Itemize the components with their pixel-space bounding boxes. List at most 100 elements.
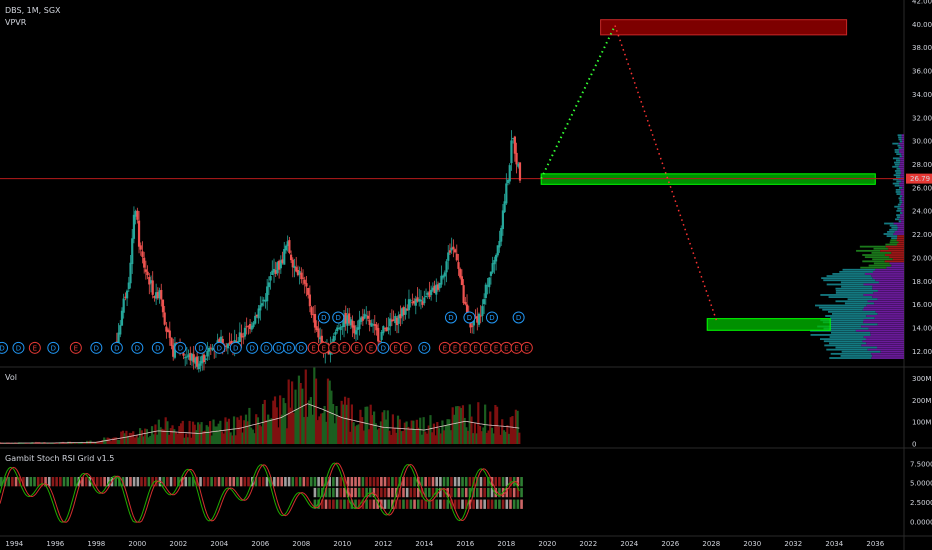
- dividend-marker: [512, 311, 525, 324]
- candle-body: [334, 331, 337, 335]
- oscillator-grid-cell: [383, 487, 387, 498]
- volume-bar: [456, 406, 459, 444]
- vpvr-row-up: [835, 291, 874, 294]
- volume-bar: [296, 409, 299, 444]
- candle-body: [201, 355, 204, 364]
- oscillator-grid-cell: [73, 477, 77, 487]
- candle-body: [474, 317, 477, 319]
- vpvr-row-down: [865, 338, 904, 341]
- candle-body: [382, 326, 385, 334]
- volume-bar: [72, 442, 75, 444]
- volume-bar: [140, 430, 143, 444]
- volume-bar: [150, 426, 154, 444]
- volume-bar: [267, 414, 270, 444]
- volume-bar: [74, 442, 77, 444]
- oscillator-grid-cell: [332, 477, 335, 487]
- oscillator-grid-cell: [188, 477, 191, 487]
- vpvr-row-up: [824, 344, 862, 347]
- vpvr-row-down: [898, 178, 904, 181]
- vpvr-row-down: [901, 153, 904, 156]
- price-tick-label: 38.00: [912, 44, 932, 52]
- volume-bar: [335, 406, 338, 444]
- volume-bar: [425, 433, 429, 444]
- oscillator-grid-cell: [520, 487, 523, 498]
- vpvr-row-down: [900, 209, 904, 212]
- dividend-marker: [229, 341, 242, 354]
- candle-body: [435, 284, 438, 295]
- earnings-marker: [69, 341, 82, 354]
- marker-letter: E: [463, 344, 467, 352]
- vpvr-row-up: [898, 136, 902, 139]
- oscillator-grid-cell: [490, 487, 494, 498]
- candle-body: [211, 348, 214, 351]
- volume-bar: [454, 406, 458, 444]
- volume-bar: [154, 424, 157, 444]
- oscillator-grid-cell: [487, 477, 490, 487]
- time-tick-label: 2028: [702, 540, 720, 548]
- oscillator-grid-cell: [33, 477, 36, 487]
- oscillator-grid-cell: [424, 487, 427, 498]
- oscillator-grid-cell: [405, 499, 409, 509]
- candle-body: [390, 319, 393, 322]
- vpvr-row-up: [893, 174, 901, 177]
- oscillator-grid-cell: [468, 477, 472, 487]
- oscillator-grid-cell: [428, 487, 431, 498]
- oscillator-grid-cell: [328, 499, 331, 509]
- volume-bar: [460, 407, 463, 444]
- candle-body: [250, 325, 253, 330]
- oscillator-grid-cell: [0, 477, 3, 487]
- price-tick-label: 30.00: [912, 138, 932, 146]
- vpvr-row-up: [891, 226, 898, 229]
- volume-bar: [291, 381, 294, 444]
- volume-bar: [159, 427, 162, 444]
- candle-body: [336, 327, 339, 332]
- last-price-badge: [906, 173, 932, 184]
- candle-body: [406, 308, 409, 311]
- candle-body: [279, 260, 282, 269]
- vpvr-row-up: [899, 186, 903, 189]
- volume-bar: [188, 420, 191, 444]
- oscillator-grid-cell: [475, 499, 479, 509]
- marker-letter: E: [494, 344, 498, 352]
- oscillator-grid-cell: [457, 499, 461, 509]
- vpvr-label: VPVR: [5, 18, 27, 27]
- volume-bar: [468, 404, 471, 444]
- oscillator-grid-cell: [261, 477, 265, 487]
- candle-body: [344, 313, 347, 324]
- vpvr-row-up: [835, 287, 873, 290]
- volume-bar: [104, 439, 108, 444]
- oscillator-grid-cell: [365, 487, 368, 498]
- vpvr-row-down: [900, 159, 904, 162]
- volume-bar: [415, 419, 418, 444]
- candle-body: [339, 326, 342, 331]
- vpvr-row-down: [875, 268, 904, 271]
- candle-body: [387, 327, 390, 331]
- volume-bar: [313, 367, 316, 444]
- oscillator-grid-cell: [29, 477, 33, 487]
- oscillator-grid-cell: [166, 477, 169, 487]
- vpvr-row-down: [900, 170, 904, 172]
- vpvr-row-up: [896, 167, 900, 170]
- candle-body: [402, 307, 405, 315]
- vpvr-row-down: [880, 350, 904, 353]
- oscillator-grid-cell: [428, 477, 431, 487]
- volume-bar: [178, 426, 181, 444]
- oscillator-grid-cell: [520, 499, 523, 509]
- oscillator-grid-cell: [357, 477, 361, 487]
- oscillator-grid-cell: [232, 477, 236, 487]
- volume-bar: [179, 423, 183, 444]
- vpvr-row-up: [894, 184, 900, 187]
- oscillator-grid-cell: [346, 487, 350, 498]
- vpvr-row-up: [823, 340, 863, 343]
- price-tick-label: 16.00: [912, 301, 932, 309]
- oscillator-grid-cell: [365, 499, 368, 509]
- volume-bar: [414, 429, 417, 444]
- vpvr-row-up: [892, 165, 899, 168]
- vpvr-row-down: [900, 191, 904, 193]
- candle-body: [442, 275, 445, 278]
- volume-bar: [45, 443, 48, 444]
- volume-bar: [275, 407, 278, 444]
- volume-bar: [193, 424, 196, 444]
- time-tick-label: 2030: [743, 540, 761, 548]
